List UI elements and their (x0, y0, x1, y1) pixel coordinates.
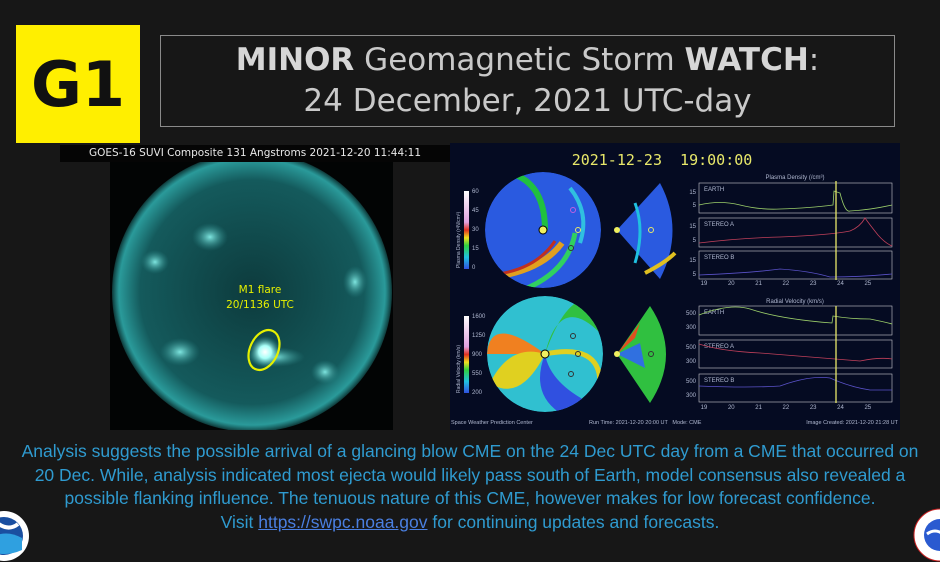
ytick: 5 (693, 272, 697, 278)
x-tick-label: 19 (701, 281, 708, 287)
stereo-a-density-line (698, 217, 893, 247)
stereo-b-velocity-line (698, 376, 892, 391)
ytick: 15 (689, 190, 696, 196)
series-label: STEREO A (704, 344, 734, 350)
title-text: Geomagnetic Storm (354, 42, 685, 78)
series-label: EARTH (704, 310, 724, 316)
ytick: 500 (686, 379, 697, 385)
x-tick-label: 21 (755, 405, 762, 411)
tick: 45 (472, 208, 479, 214)
visit-text-end: for continuing updates and forecasts. (427, 511, 720, 532)
velocity-colorbar-label: Radial Velocity (km/s) (456, 345, 462, 393)
wsa-enlil-model-panel: 2021-12-23 19:00:00 Plasma Density (r²N/… (450, 143, 900, 430)
velocity-plot-title: Radial Velocity (km/s) (766, 299, 824, 305)
ytick: 300 (686, 359, 697, 365)
x-tick-label: 20 (728, 405, 735, 411)
earth-velocity-line (698, 306, 893, 325)
x-tick-label: 20 (728, 281, 735, 287)
ytick: 500 (686, 345, 697, 351)
series-label: STEREO B (704, 255, 734, 261)
stereo-a-velocity-line (698, 343, 893, 362)
x-tick-label: 21 (755, 281, 762, 287)
footer-run-time: Run Time: 2021-12-20 20:00 UT Mode: CME (589, 420, 702, 426)
ytick: 15 (689, 224, 696, 230)
flare-time: 20/1136 UTC (226, 299, 294, 311)
series-label: STEREO B (704, 378, 734, 384)
density-colorbar-label: Plasma Density (r²N/cm³) (456, 212, 462, 268)
visit-line: Visit https://swpc.noaa.gov for continui… (0, 511, 940, 535)
nws-logo (913, 508, 940, 562)
ytick: 300 (686, 393, 697, 399)
title-line-1: MINOR Geomagnetic Storm WATCH: (236, 40, 819, 81)
visit-text: Visit (220, 511, 259, 532)
tick: 15 (472, 246, 479, 252)
density-plot-title: Plasma Density (/cm³) (765, 175, 824, 181)
x-tick-label: 23 (810, 281, 817, 287)
flare-ellipse (247, 328, 281, 372)
x-tick-label: 24 (837, 405, 844, 411)
ytick: 500 (686, 311, 697, 317)
footer-image-created: Image Created: 2021-12-20 21:28 UT (806, 420, 898, 426)
ytick: 300 (686, 325, 697, 331)
discussion-line: Analysis suggests the possible arrival o… (21, 441, 919, 461)
swpc-link[interactable]: https://swpc.noaa.gov (258, 511, 428, 532)
tick: 200 (472, 390, 483, 396)
x-tick-label: 23 (810, 405, 817, 411)
density-colorbar (464, 191, 469, 269)
tick: 550 (472, 371, 483, 377)
ytick: 5 (693, 238, 697, 244)
forecast-discussion: Analysis suggests the possible arrival o… (0, 440, 940, 534)
title-colon: : (808, 42, 820, 78)
footer-left: Space Weather Prediction Center (451, 420, 533, 426)
x-tick-label: 25 (864, 405, 871, 411)
suvi-sun-image: M1 flare 20/1136 UTC (110, 162, 393, 430)
velocity-ecliptic-disk (487, 296, 603, 412)
discussion-line: 20 Dec. While, analysis indicated most e… (34, 464, 906, 485)
title-line-2: 24 December, 2021 UTC-day (303, 83, 752, 119)
x-tick-label: 19 (701, 405, 708, 411)
series-label: STEREO A (704, 222, 734, 228)
tick: 900 (472, 352, 483, 358)
stereo-b-density-line (698, 268, 893, 278)
page-title: MINOR Geomagnetic Storm WATCH: 24 Decemb… (160, 35, 895, 127)
model-timestamp: 2021-12-23 19:00:00 (572, 151, 753, 169)
title-level: MINOR (235, 42, 355, 78)
discussion-line: possible flanking influence. The tenuous… (64, 488, 876, 508)
sun-image-caption: GOES-16 SUVI Composite 131 Angstroms 202… (60, 145, 450, 162)
earth-density-line (698, 190, 893, 212)
storm-scale-badge: G1 (16, 25, 140, 143)
tick: 60 (472, 189, 479, 195)
velocity-colorbar (464, 316, 469, 393)
x-tick-label: 22 (783, 281, 790, 287)
density-meridional-wedge (617, 183, 673, 279)
series-label: EARTH (704, 187, 724, 193)
tick: 1250 (472, 333, 486, 339)
ytick: 15 (689, 258, 696, 264)
ytick: 5 (693, 203, 697, 209)
noaa-logo (0, 511, 29, 561)
tick: 30 (472, 227, 479, 233)
tick: 1600 (472, 314, 486, 320)
x-tick-label: 22 (783, 405, 790, 411)
flare-label: M1 flare (239, 284, 282, 296)
x-tick-label: 24 (837, 281, 844, 287)
tick: 0 (472, 265, 476, 271)
x-tick-label: 25 (864, 281, 871, 287)
title-watch: WATCH (684, 42, 809, 78)
